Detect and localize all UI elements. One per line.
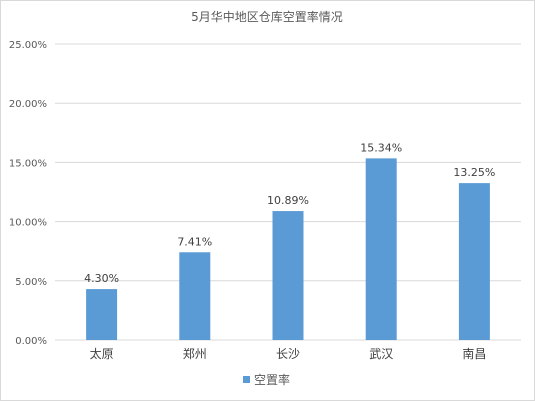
y-tick-label: 10.00% [9,218,47,229]
y-tick-label: 15.00% [9,158,47,169]
bars [86,158,490,340]
bar [179,252,211,340]
x-category-label: 南昌 [462,346,486,361]
data-labels: 4.30% 7.41% 10.89% 15.34% 13.25% [84,141,495,285]
legend-swatch [243,376,250,383]
y-tick-label: 20.00% [9,99,47,110]
bar [458,183,490,340]
x-axis-labels: 太原 郑州 长沙 武汉 南昌 [90,346,487,361]
data-label: 10.89% [267,194,309,207]
y-tick-label: 25.00% [9,40,47,51]
bar [86,289,118,340]
data-label: 7.41% [177,235,212,248]
y-tick-label: 5.00% [15,277,47,288]
data-label: 13.25% [453,166,495,179]
x-category-label: 武汉 [369,347,393,361]
x-category-label: 郑州 [183,346,207,361]
bar [365,158,397,340]
x-category-label: 太原 [90,346,114,361]
legend-label: 空置率 [254,372,290,387]
y-tick-label: 0.00% [15,336,47,347]
y-axis-ticks: 0.00% 5.00% 10.00% 15.00% 20.00% 25.00% [9,40,47,347]
bar [272,211,304,340]
x-category-label: 长沙 [276,347,300,361]
legend: 空置率 [243,372,290,387]
data-label: 15.34% [360,141,402,154]
gridlines [55,43,521,341]
data-label: 4.30% [84,272,119,285]
chart-title: 5月华中地区仓库空置率情况 [191,9,343,24]
